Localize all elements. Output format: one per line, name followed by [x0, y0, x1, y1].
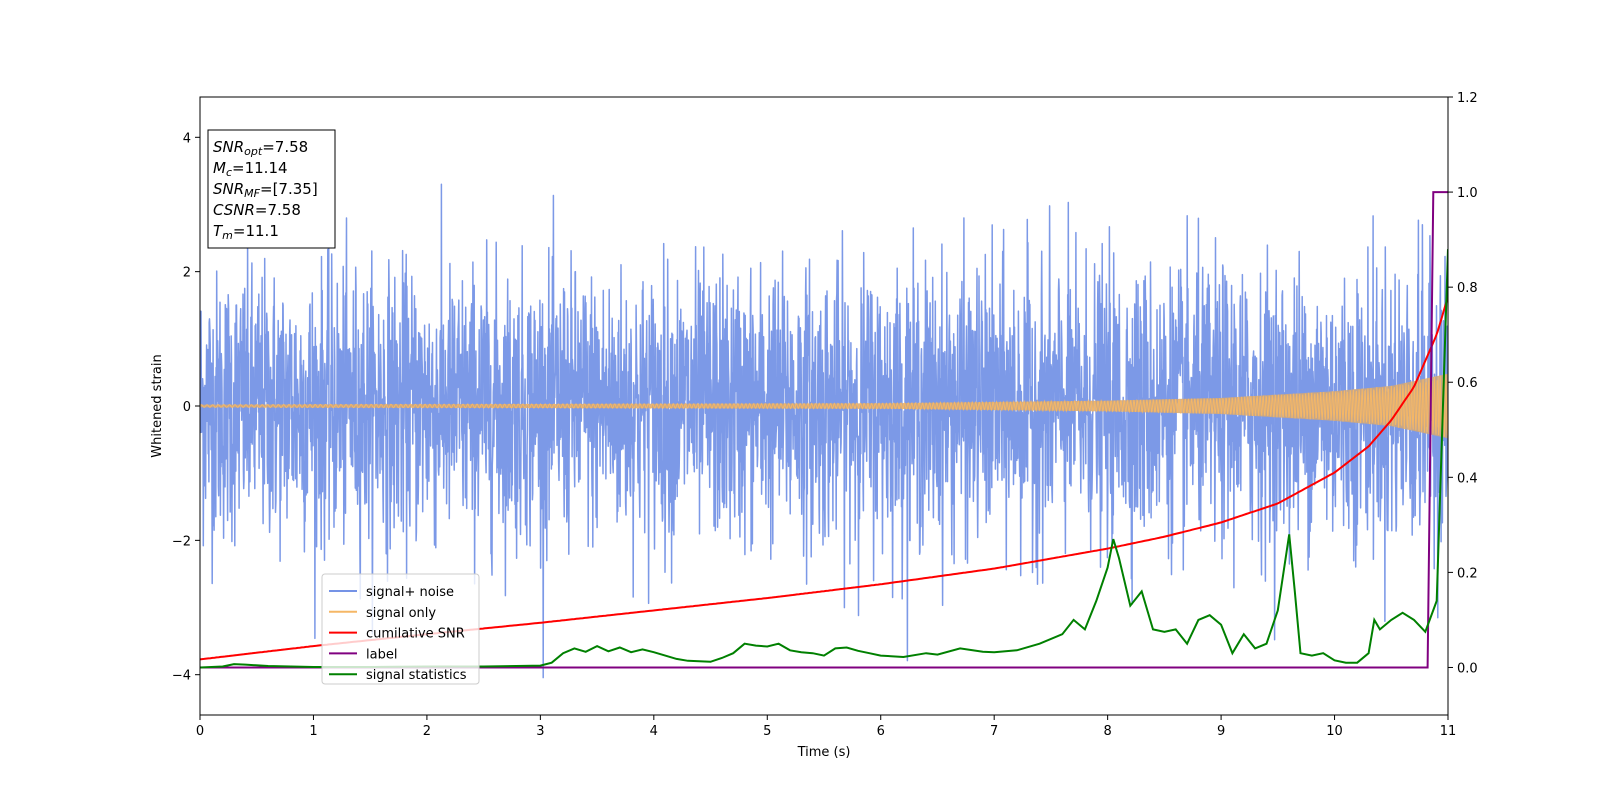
x-tick-label: 11 [1440, 724, 1457, 739]
y2-tick-label: 0.6 [1457, 376, 1478, 391]
series-line-label [200, 191, 1448, 669]
x-tick-label: 3 [536, 724, 544, 739]
y-tick-label: 2 [183, 266, 191, 281]
y2-tick-label: 0.2 [1457, 566, 1478, 581]
legend-label: label [366, 647, 397, 662]
y-tick-label: −4 [172, 669, 191, 684]
y2-tick-label: 1.2 [1457, 91, 1478, 106]
legend-label: signal only [366, 606, 436, 621]
x-tick-label: 1 [309, 724, 317, 739]
y2-tick-label: 0.0 [1457, 661, 1478, 676]
x-tick-label: 0 [196, 724, 204, 739]
x-tick-label: 6 [877, 724, 885, 739]
series-line-signal-statistics [200, 249, 1448, 669]
x-tick-label: 10 [1326, 724, 1343, 739]
y-tick-label: −2 [172, 534, 191, 549]
y-axis-label: Whitened strain [150, 354, 165, 457]
y-axis-right: 0.0 0.2 0.4 0.6 0.8 1.0 1.2 [1448, 91, 1478, 676]
info-box-line: Mc=11.14 [213, 159, 288, 179]
info-box: SNRopt=7.58Mc=11.14SNRMF=[7.35]CSNR=7.58… [207, 129, 336, 249]
legend-label: cumilative SNR [366, 627, 465, 642]
x-axis: 0 1 2 3 4 5 6 7 8 9 10 11 [196, 715, 1456, 739]
info-box-line: CSNR=7.58 [213, 201, 301, 219]
series-line-signal-only [200, 374, 1448, 437]
x-axis-label: Time (s) [797, 745, 851, 760]
info-box-line: SNRMF=[7.35] [213, 180, 318, 200]
x-tick-label: 9 [1217, 724, 1225, 739]
y2-tick-label: 0.4 [1457, 471, 1478, 486]
y-axis-left: −4 −2 0 2 4 [172, 131, 200, 684]
info-box-line: Tm=11.1 [213, 222, 279, 242]
y-tick-label: 0 [183, 400, 191, 415]
y2-tick-label: 0.8 [1457, 281, 1478, 296]
legend-label: signal statistics [366, 668, 467, 683]
legend: signal+ noise signal only cumilative SNR la… [321, 573, 480, 685]
x-tick-label: 2 [423, 724, 431, 739]
series-line-signal-noise [200, 183, 1448, 679]
y2-tick-label: 1.0 [1457, 186, 1478, 201]
x-tick-label: 5 [763, 724, 771, 739]
y-tick-label: 4 [183, 131, 191, 146]
x-tick-label: 7 [990, 724, 998, 739]
x-tick-label: 4 [650, 724, 658, 739]
info-box-line: SNRopt=7.58 [213, 138, 308, 158]
legend-label: signal+ noise [366, 585, 454, 600]
x-tick-label: 8 [1103, 724, 1111, 739]
